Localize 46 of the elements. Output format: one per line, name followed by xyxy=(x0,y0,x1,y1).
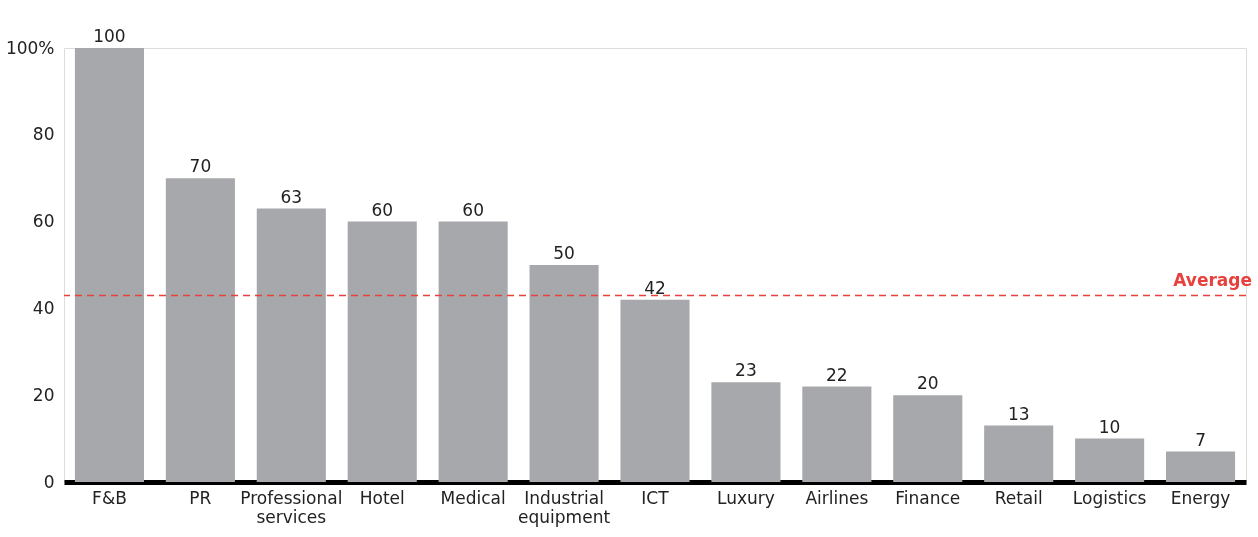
data-label: 60 xyxy=(371,199,394,220)
bar xyxy=(256,208,326,482)
x-tick-label: Retail xyxy=(994,487,1043,508)
y-tick-label: 40 xyxy=(32,297,55,318)
x-tick-label: F&B xyxy=(92,487,127,508)
bar xyxy=(1075,438,1145,482)
bar xyxy=(1165,451,1236,482)
data-label: 42 xyxy=(644,277,666,298)
bar xyxy=(984,425,1054,482)
y-tick-label: 60 xyxy=(32,211,55,232)
bar xyxy=(620,299,690,482)
data-label: 10 xyxy=(1098,416,1121,437)
data-label: 60 xyxy=(462,199,484,220)
x-tick-label: Medical xyxy=(440,487,506,508)
data-label: 22 xyxy=(826,364,848,385)
data-label: 20 xyxy=(916,373,939,394)
x-tick-label: Finance xyxy=(895,487,961,508)
x-tick-label: Luxury xyxy=(717,487,775,508)
data-label: 23 xyxy=(735,360,757,381)
x-tick-label: Energy xyxy=(1170,487,1231,508)
bar xyxy=(711,382,781,482)
data-label: 50 xyxy=(553,243,575,263)
bar xyxy=(893,395,963,482)
y-tick-label: 0 xyxy=(43,471,55,492)
bar xyxy=(802,386,872,482)
data-label: 70 xyxy=(189,156,212,177)
bar xyxy=(347,221,417,482)
y-tick-label: 100% xyxy=(5,37,55,58)
bar xyxy=(529,265,599,482)
ref-line-label: Average xyxy=(1173,270,1252,291)
bar xyxy=(165,178,235,482)
x-tick-label: Airlines xyxy=(805,487,869,508)
y-tick-label: 20 xyxy=(32,384,55,405)
y-tick-label: 80 xyxy=(32,124,55,145)
x-tick-label: ICT xyxy=(641,487,670,508)
x-tick-label: Logistics xyxy=(1072,487,1147,508)
data-label: 100 xyxy=(93,26,126,46)
data-label: 7 xyxy=(1195,429,1206,450)
x-tick-label: PR xyxy=(189,487,212,508)
data-label: 63 xyxy=(280,186,303,207)
bar xyxy=(74,48,145,482)
x-tick-label: Industrial equipment xyxy=(518,487,611,527)
bar xyxy=(438,221,508,482)
data-label: 13 xyxy=(1007,403,1030,424)
x-tick-label: Professional services xyxy=(240,487,343,527)
x-tick-label: Hotel xyxy=(359,487,405,508)
